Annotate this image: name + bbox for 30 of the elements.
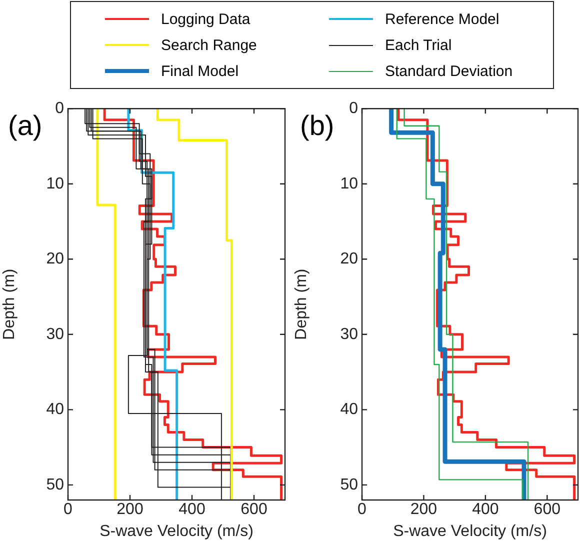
text: (b) <box>300 110 334 142</box>
y-tick-label: 40 <box>340 401 358 418</box>
x-tick-label: 400 <box>472 501 499 518</box>
legend-label: Reference Model <box>385 10 500 28</box>
y-axis-title: Depth (m) <box>1 268 18 340</box>
x-tick-label: 400 <box>178 501 206 518</box>
y-axis-title: Depth (m) <box>293 268 310 340</box>
text: (a) <box>8 110 42 142</box>
y-tick-label: 10 <box>46 175 64 192</box>
y-tick-label: 20 <box>46 250 64 268</box>
y-tick-label: 50 <box>340 476 358 494</box>
x-tick-label: 200 <box>116 501 144 518</box>
y-tick-label: 30 <box>46 326 64 343</box>
y-tick-label: 40 <box>46 401 64 418</box>
legend-label: Standard Deviation <box>385 62 513 80</box>
y-tick-label: 30 <box>340 326 358 343</box>
x-axis-title: S-wave Velocity (m/s) <box>100 522 254 540</box>
legend-label: Logging Data <box>161 10 250 28</box>
y-tick-label: 10 <box>340 175 358 192</box>
x-axis-title: S-wave Velocity (m/s) <box>393 522 547 540</box>
y-tick-label: 50 <box>46 476 64 494</box>
y-tick-label: 20 <box>340 250 358 268</box>
legend-label: Final Model <box>161 62 239 80</box>
legend-label: Search Range <box>161 36 257 54</box>
x-tick-label: 600 <box>534 501 561 518</box>
legend-label: Each Trial <box>385 36 452 54</box>
x-tick-label: 600 <box>240 501 268 518</box>
y-tick-label: 0 <box>349 100 358 118</box>
y-tick-label: 0 <box>55 100 64 118</box>
x-tick-label: 200 <box>410 501 438 518</box>
